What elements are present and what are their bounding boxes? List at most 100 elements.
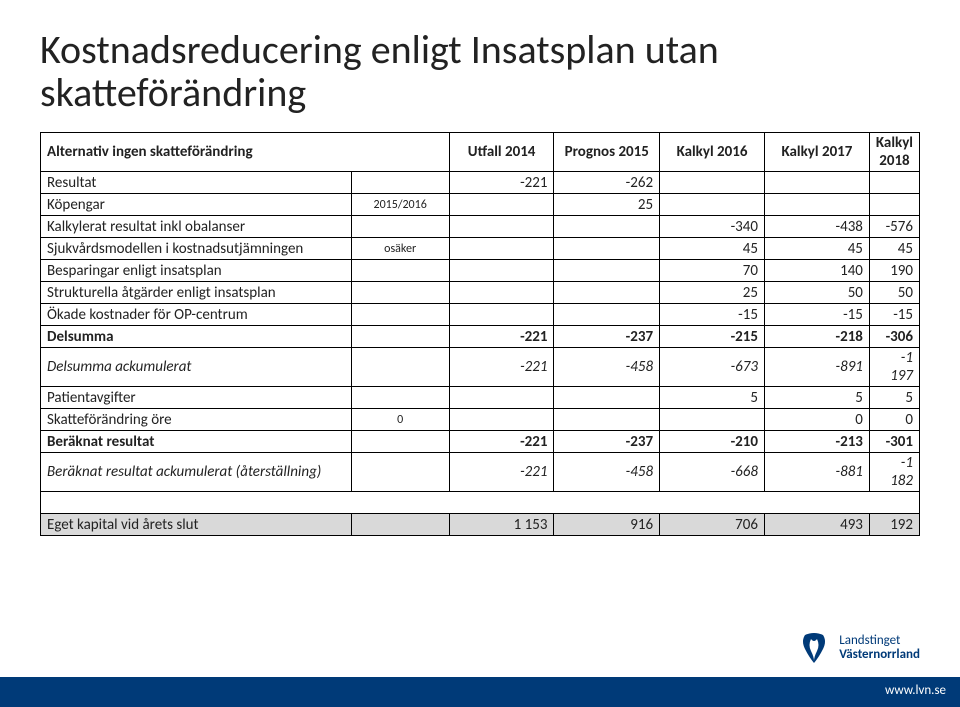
row-value: 50 (869, 282, 919, 304)
row-label: Skatteförändring öre (41, 409, 352, 431)
logo-icon (797, 631, 831, 665)
row-value: 1 153 (449, 514, 554, 536)
row-value: -215 (660, 326, 765, 348)
row-value (554, 409, 660, 431)
header-col-0: Utfall 2014 (449, 133, 554, 172)
row-value (554, 260, 660, 282)
row-value: -576 (869, 216, 919, 238)
row-value: -438 (764, 216, 869, 238)
row-value (764, 172, 869, 194)
header-col-1: Prognos 2015 (554, 133, 660, 172)
row-label: Beräknat resultat (41, 431, 352, 453)
logo-text: Landstinget Västernorrland (839, 634, 920, 663)
row-note: 0 (351, 409, 449, 431)
row-value (449, 304, 554, 326)
footer-bar: www.lvn.se (0, 677, 960, 707)
row-note (351, 216, 449, 238)
row-value: 493 (764, 514, 869, 536)
row-value: 5 (764, 387, 869, 409)
row-value: -458 (554, 453, 660, 492)
row-value: -218 (764, 326, 869, 348)
row-value (449, 216, 554, 238)
table-row: Besparingar enligt insatsplan70140190 (41, 260, 920, 282)
row-label: Eget kapital vid årets slut (41, 514, 352, 536)
row-label: Strukturella åtgärder enligt insatsplan (41, 282, 352, 304)
row-label: Resultat (41, 172, 352, 194)
row-note (351, 514, 449, 536)
brand-logo: Landstinget Västernorrland (797, 631, 920, 665)
header-col-2: Kalkyl 2016 (660, 133, 765, 172)
data-table: Alternativ ingen skatteförändring Utfall… (40, 132, 920, 536)
slide: Kostnadsreducering enligt Insatsplan uta… (0, 0, 960, 707)
row-value: -15 (869, 304, 919, 326)
row-value: 25 (660, 282, 765, 304)
header-label: Alternativ ingen skatteförändring (41, 133, 450, 172)
row-note (351, 431, 449, 453)
row-value: -221 (449, 172, 554, 194)
row-value (449, 409, 554, 431)
row-label: Besparingar enligt insatsplan (41, 260, 352, 282)
row-value: -15 (660, 304, 765, 326)
row-note: osäker (351, 238, 449, 260)
table-row: Ökade kostnader för OP-centrum-15-15-15 (41, 304, 920, 326)
row-value: 45 (764, 238, 869, 260)
table-header-row: Alternativ ingen skatteförändring Utfall… (41, 133, 920, 172)
row-value: -237 (554, 326, 660, 348)
row-value: -213 (764, 431, 869, 453)
spacer-cell (41, 492, 920, 514)
table-row: Sjukvårdsmodellen i kostnadsutjämningeno… (41, 238, 920, 260)
row-value: 5 (660, 387, 765, 409)
row-value: 45 (869, 238, 919, 260)
row-value: -891 (764, 348, 869, 387)
row-value: -262 (554, 172, 660, 194)
row-value: -673 (660, 348, 765, 387)
row-note: 2015/2016 (351, 194, 449, 216)
slide-title: Kostnadsreducering enligt Insatsplan uta… (40, 28, 920, 114)
table-row (41, 492, 920, 514)
row-note (351, 387, 449, 409)
row-value: 5 (869, 387, 919, 409)
row-value (660, 409, 765, 431)
row-value (554, 216, 660, 238)
row-value (449, 282, 554, 304)
row-label: Delsumma ackumulerat (41, 348, 352, 387)
row-value: -15 (764, 304, 869, 326)
row-label: Köpengar (41, 194, 352, 216)
row-value: 192 (869, 514, 919, 536)
logo-line1: Landstinget (839, 634, 920, 648)
row-value: -1 197 (869, 348, 919, 387)
row-label: Patientavgifter (41, 387, 352, 409)
row-note (351, 172, 449, 194)
row-value (449, 238, 554, 260)
row-label: Beräknat resultat ackumulerat (återställ… (41, 453, 352, 492)
row-value: 190 (869, 260, 919, 282)
row-value: -221 (449, 453, 554, 492)
row-label: Delsumma (41, 326, 352, 348)
header-col-3: Kalkyl 2017 (764, 133, 869, 172)
row-value (764, 194, 869, 216)
row-note (351, 326, 449, 348)
row-label: Ökade kostnader för OP-centrum (41, 304, 352, 326)
row-value: 25 (554, 194, 660, 216)
row-note (351, 304, 449, 326)
row-value: -668 (660, 453, 765, 492)
row-value: 50 (764, 282, 869, 304)
row-note (351, 348, 449, 387)
table-row: Strukturella åtgärder enligt insatsplan 2… (41, 282, 920, 304)
row-value: -221 (449, 431, 554, 453)
row-value: -340 (660, 216, 765, 238)
table-row: Delsumma ackumulerat-221-458-673-891-1 1… (41, 348, 920, 387)
logo-line2: Västernorrland (839, 648, 920, 662)
row-value: -1 182 (869, 453, 919, 492)
row-value: -306 (869, 326, 919, 348)
row-note (351, 260, 449, 282)
row-value: 706 (660, 514, 765, 536)
row-value: 916 (554, 514, 660, 536)
row-value: -881 (764, 453, 869, 492)
table-row: Patientavgifter555 (41, 387, 920, 409)
table-row: Beräknat resultat-221-237-210-213-301 (41, 431, 920, 453)
row-note (351, 282, 449, 304)
row-value (554, 387, 660, 409)
row-value (554, 304, 660, 326)
row-value: -237 (554, 431, 660, 453)
